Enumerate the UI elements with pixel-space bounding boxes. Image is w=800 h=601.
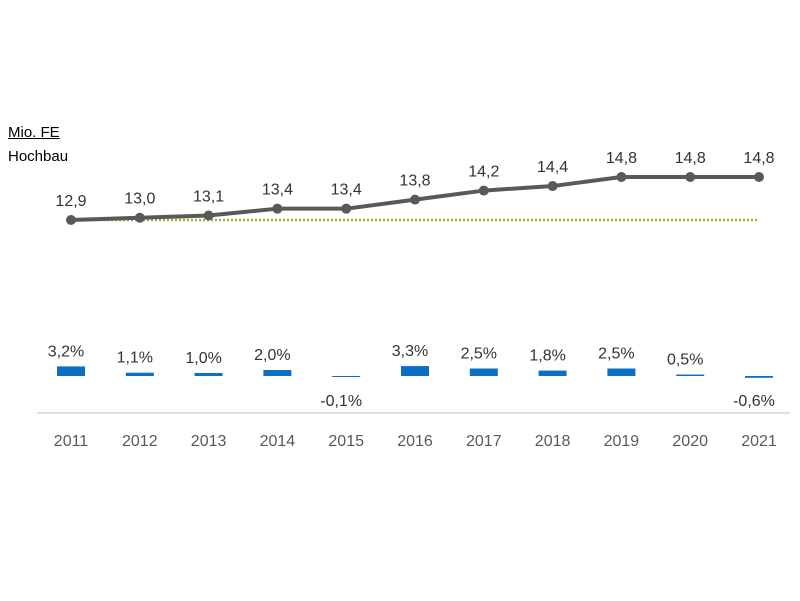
line-data-label-2021: 14,8 bbox=[743, 150, 774, 167]
line-point-2011 bbox=[66, 215, 76, 225]
bar-data-label-2021: -0,6% bbox=[733, 393, 775, 410]
bar-data-label-2012: 1,1% bbox=[117, 350, 153, 367]
x-axis: 2011 2012 2013 2014 2015 2016 2017 2018 2019 2020… bbox=[37, 412, 790, 450]
sector-label: Hochbau bbox=[8, 148, 69, 165]
line-data-label-2018: 14,4 bbox=[537, 159, 568, 176]
bar-data-label-2014: 2,0% bbox=[254, 347, 290, 364]
line-data-label-2011: 12,9 bbox=[55, 193, 86, 210]
line-data-label-2015: 13,4 bbox=[331, 182, 362, 199]
line-point-2013 bbox=[203, 210, 214, 221]
bar-2017 bbox=[469, 368, 498, 376]
bar-data-label-2013: 1,0% bbox=[185, 350, 221, 367]
line-point-2016 bbox=[410, 194, 420, 205]
x-tick-label-2018: 2018 bbox=[535, 433, 571, 450]
x-tick-label-2011: 2011 bbox=[54, 433, 89, 450]
line-data-label-2017: 14,2 bbox=[468, 164, 499, 181]
line-point-2014 bbox=[272, 203, 283, 214]
bar-2016 bbox=[401, 366, 429, 376]
bar-2020 bbox=[676, 374, 705, 376]
bar-data-label-2019: 2,5% bbox=[598, 346, 634, 363]
x-tick-label-2013: 2013 bbox=[191, 433, 227, 450]
line-point-2020 bbox=[685, 172, 696, 182]
x-tick-label-2012: 2012 bbox=[122, 433, 158, 450]
bar-2013 bbox=[194, 373, 223, 376]
line-point-2012 bbox=[134, 212, 145, 223]
line-point-2021 bbox=[754, 172, 764, 182]
x-tick-label-2014: 2014 bbox=[260, 433, 296, 450]
bar-chart: 3,2% 1,1% 1,0% 2,0% -0,1% 3,3% 2,5% 1,8% 2,5% 0,5… bbox=[48, 343, 775, 410]
line-point-2018 bbox=[547, 181, 558, 192]
bar-2018 bbox=[538, 370, 567, 376]
bar-2015 bbox=[332, 376, 361, 377]
bar-data-label-2020: 0,5% bbox=[667, 352, 703, 369]
x-tick-label-2017: 2017 bbox=[466, 433, 502, 450]
line-data-label-2019: 14,8 bbox=[606, 150, 637, 167]
line-data-label-2013: 13,1 bbox=[193, 188, 224, 205]
line-point-2019 bbox=[616, 172, 627, 182]
bar-data-label-2017: 2,5% bbox=[461, 346, 497, 363]
x-tick-label-2021: 2021 bbox=[741, 433, 777, 450]
line-point-2017 bbox=[478, 185, 489, 196]
line-data-label-2016: 13,8 bbox=[399, 173, 430, 190]
line-point-2015 bbox=[341, 203, 352, 214]
bar-2011 bbox=[57, 366, 85, 376]
bar-2019 bbox=[607, 368, 636, 376]
bar-data-label-2018: 1,8% bbox=[529, 348, 565, 365]
x-tick-label-2015: 2015 bbox=[328, 433, 364, 450]
line-data-label-2020: 14,8 bbox=[675, 150, 706, 167]
bar-data-label-2011: 3,2% bbox=[48, 343, 84, 360]
x-tick-label-2019: 2019 bbox=[604, 433, 640, 450]
bar-2012 bbox=[125, 372, 154, 376]
line-data-label-2014: 13,4 bbox=[262, 182, 293, 199]
x-tick-label-2020: 2020 bbox=[672, 433, 708, 450]
unit-label: Mio. FE bbox=[8, 124, 60, 141]
bar-2014 bbox=[263, 370, 292, 376]
bar-2021 bbox=[745, 376, 773, 378]
bar-data-label-2015: -0,1% bbox=[320, 393, 362, 410]
x-tick-label-2016: 2016 bbox=[397, 433, 433, 450]
line-chart: 12,9 13,0 13,1 13,4 13,4 13,8 14,2 14,4 14,8 14,8… bbox=[55, 150, 775, 225]
bar-data-label-2016: 3,3% bbox=[392, 343, 428, 360]
line-data-label-2012: 13,0 bbox=[124, 191, 155, 208]
